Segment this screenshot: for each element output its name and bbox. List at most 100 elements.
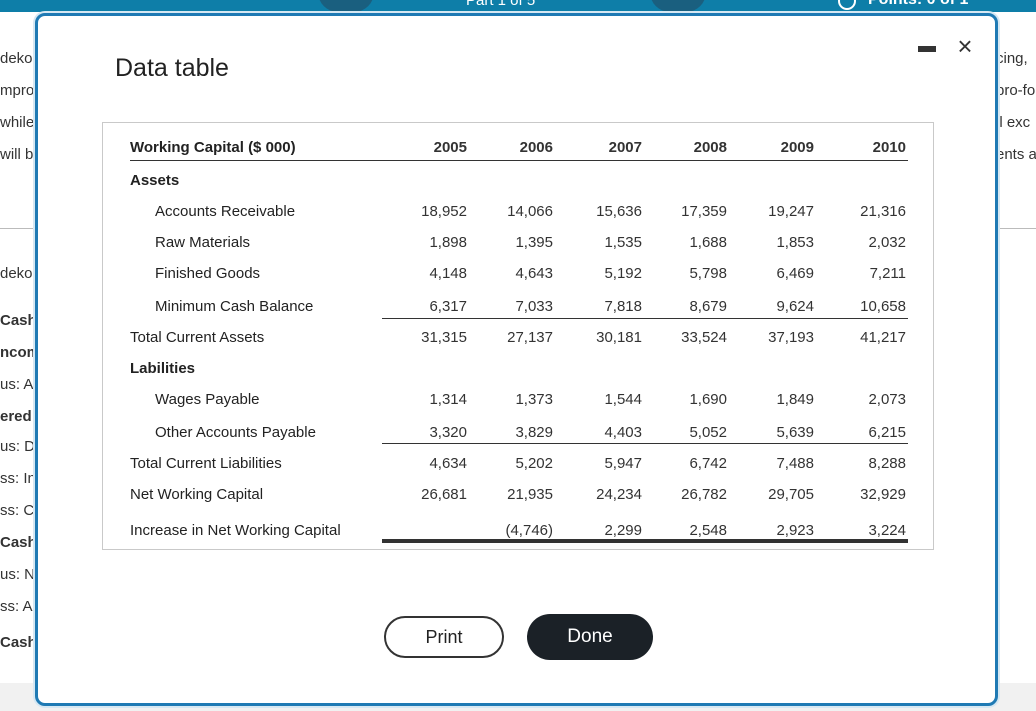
background-text-fragment: us: A: [0, 376, 34, 393]
table-cell-value: 1,853: [776, 234, 814, 251]
background-right-text: cing, pro-fo ll exc ents a: [996, 0, 1036, 711]
top-bar: Part 1 of 5 Points: 0 of 1: [0, 0, 1036, 12]
background-text-fragment: us: N: [0, 566, 36, 583]
table-cell-value: 1,314: [429, 391, 467, 408]
year-header: 2007: [608, 139, 642, 156]
table-cell-value: 30,181: [596, 329, 642, 346]
table-cell-value: 24,234: [596, 486, 642, 503]
table-cell-value: 7,033: [515, 298, 553, 315]
dialog-title: Data table: [115, 54, 229, 82]
background-text-fragment: ncom: [0, 344, 40, 361]
table-cell-value: 41,217: [860, 329, 906, 346]
year-header: 2008: [693, 139, 727, 156]
subtotal-rule: [382, 443, 908, 444]
background-text-fragment: mpro: [0, 82, 35, 99]
nav-tab-shape: [650, 0, 706, 12]
background-text-fragment: deko: [0, 50, 33, 67]
table-cell-value: 21,935: [507, 486, 553, 503]
part-label: Part 1 of 5: [466, 0, 536, 9]
row-label: Increase in Net Working Capital: [130, 522, 341, 539]
points-ring-icon: [838, 0, 856, 10]
table-cell-value: 5,192: [604, 265, 642, 282]
minimize-button[interactable]: [918, 46, 936, 52]
background-text-fragment: cing,: [996, 50, 1028, 67]
row-label: Total Current Liabilities: [130, 455, 282, 472]
table-cell-value: 4,148: [429, 265, 467, 282]
print-button[interactable]: Print: [384, 616, 504, 658]
background-divider: [0, 228, 40, 229]
table-cell-value: 3,320: [429, 424, 467, 441]
table-cell-value: 4,403: [604, 424, 642, 441]
background-text-fragment: ss: In: [0, 470, 36, 487]
background-text-fragment: while: [0, 114, 35, 131]
close-button[interactable]: ×: [953, 33, 977, 59]
table-cell-value: 32,929: [860, 486, 906, 503]
background-text-fragment: will b: [0, 146, 34, 163]
points-label: Points: 0 of 1: [868, 0, 968, 9]
table-cell-value: 21,316: [860, 203, 906, 220]
table-cell-value: 1,535: [604, 234, 642, 251]
table-cell-value: 4,643: [515, 265, 553, 282]
table-cell-value: 33,524: [681, 329, 727, 346]
table-cell-value: 6,317: [429, 298, 467, 315]
background-divider: [996, 228, 1036, 229]
table-cell-value: 5,639: [776, 424, 814, 441]
table-cell-value: 18,952: [421, 203, 467, 220]
table-cell-value: 2,548: [689, 522, 727, 539]
table-cell-value: 5,798: [689, 265, 727, 282]
table-cell-value: 6,215: [868, 424, 906, 441]
section-label: Labilities: [130, 360, 196, 377]
double-underline-rule: [382, 539, 908, 543]
background-text-fragment: ents a: [996, 146, 1036, 163]
table-cell-value: 29,705: [768, 486, 814, 503]
table-cell-value: 1,688: [689, 234, 727, 251]
table-cell-value: 7,211: [869, 265, 906, 282]
table-cell-value: 3,224: [868, 522, 906, 539]
table-cell-value: 1,849: [776, 391, 814, 408]
background-text-fragment: us: D: [0, 438, 36, 455]
section-label: Assets: [130, 172, 180, 189]
table-cell-value: 10,658: [860, 298, 906, 315]
table-cell-value: 37,193: [768, 329, 814, 346]
table-cell-value: 1,373: [515, 391, 553, 408]
table-cell-value: 5,202: [515, 455, 553, 472]
background-text-fragment: ll exc: [996, 114, 1031, 131]
background-text-fragment: Cash: [0, 312, 37, 329]
table-cell-value: 26,681: [421, 486, 467, 503]
background-text-fragment: Cash: [0, 534, 37, 551]
background-text-fragment: deko: [0, 265, 33, 282]
table-cell-value: (4,746): [505, 522, 553, 539]
background-text-fragment: pro-fo: [996, 82, 1036, 99]
row-label: Raw Materials: [155, 234, 251, 251]
table-cell-value: 2,299: [604, 522, 642, 539]
row-label: Minimum Cash Balance: [155, 298, 314, 315]
table-cell-value: 6,469: [776, 265, 814, 282]
background-text-fragment: ss: A: [0, 598, 33, 615]
table-cell-value: 8,679: [689, 298, 727, 315]
table-cell-value: 6,742: [689, 455, 727, 472]
row-label: Wages Payable: [155, 391, 260, 408]
background-text-fragment: ered: [0, 408, 32, 425]
table-cell-value: 17,359: [681, 203, 727, 220]
year-header: 2006: [519, 139, 553, 156]
done-button[interactable]: Done: [527, 614, 653, 660]
table-cell-value: 7,818: [604, 298, 642, 315]
background-text-fragment: ss: C: [0, 502, 35, 519]
table-cell-value: 5,052: [689, 424, 727, 441]
row-label: Accounts Receivable: [155, 203, 296, 220]
table-cell-value: 26,782: [681, 486, 727, 503]
year-header: 2010: [872, 139, 906, 156]
subtotal-rule: [382, 318, 908, 319]
table-cell-value: 7,488: [776, 455, 814, 472]
row-label: Other Accounts Payable: [155, 424, 316, 441]
table-cell-value: 2,923: [776, 522, 814, 539]
working-capital-table: Working Capital ($ 000) 2005 2006 2007 2008 2…: [102, 122, 934, 550]
table-cell-value: 3,829: [515, 424, 553, 441]
row-label: Finished Goods: [155, 265, 261, 282]
table-cell-value: 31,315: [421, 329, 467, 346]
table-cell-value: 2,032: [868, 234, 906, 251]
nav-tab-shape: [318, 0, 374, 12]
year-header: 2009: [780, 139, 814, 156]
background-text-fragment: Cash: [0, 634, 37, 651]
table-cell-value: 19,247: [768, 203, 814, 220]
